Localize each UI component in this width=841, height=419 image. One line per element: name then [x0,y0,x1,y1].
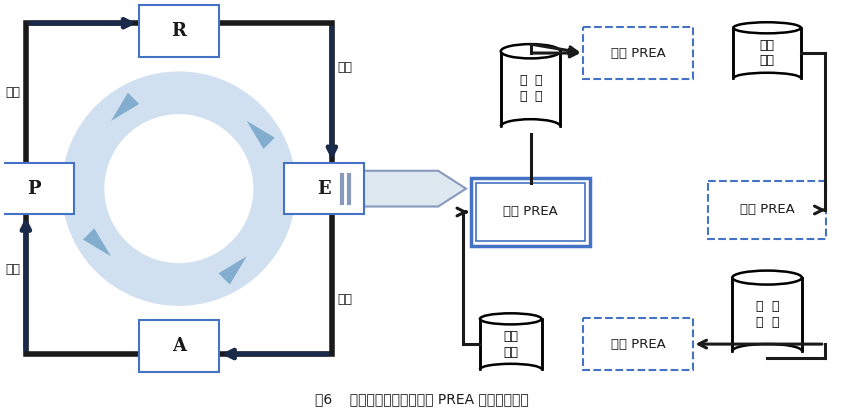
FancyArrow shape [349,171,466,207]
Text: 数: 数 [519,74,526,87]
Text: 据: 据 [535,74,542,87]
Text: 动: 动 [771,316,779,329]
Text: 驱: 驱 [519,90,526,103]
Text: 图6    体系层指挥控制的平行 PREA 环数字四胞胎: 图6 体系层指挥控制的平行 PREA 环数字四胞胎 [315,392,529,406]
FancyBboxPatch shape [480,319,542,370]
Polygon shape [61,71,296,306]
Text: 准备: 准备 [338,62,353,75]
Text: R: R [172,22,187,40]
Ellipse shape [733,73,801,84]
Text: 动: 动 [535,90,542,103]
FancyBboxPatch shape [500,51,560,127]
Text: 描述 PREA: 描述 PREA [611,47,665,59]
Text: 策划: 策划 [5,86,20,99]
Text: 驱: 驱 [755,316,763,329]
FancyBboxPatch shape [584,27,692,79]
Text: 评估: 评估 [5,263,20,276]
Text: 引导 PREA: 引导 PREA [611,338,665,351]
FancyBboxPatch shape [708,181,826,239]
Text: 驱动: 驱动 [503,346,518,359]
Ellipse shape [733,22,801,34]
Ellipse shape [480,364,542,375]
FancyBboxPatch shape [471,178,590,246]
Text: P: P [27,180,40,198]
FancyBboxPatch shape [139,5,219,57]
FancyBboxPatch shape [476,183,585,241]
Text: 指令: 指令 [503,330,518,343]
Text: E: E [317,180,331,198]
Polygon shape [246,121,275,149]
Ellipse shape [480,313,542,324]
Ellipse shape [733,344,801,358]
FancyBboxPatch shape [584,318,692,370]
Polygon shape [219,256,246,285]
FancyBboxPatch shape [733,277,801,351]
FancyBboxPatch shape [284,163,363,215]
Text: 执行: 执行 [338,293,353,306]
Ellipse shape [733,271,801,285]
FancyBboxPatch shape [0,163,73,215]
FancyBboxPatch shape [733,28,801,78]
Text: 案: 案 [771,300,779,313]
Text: 事件: 事件 [759,39,775,52]
Text: 驱动: 驱动 [759,54,775,67]
Text: 实际 PREA: 实际 PREA [503,205,558,218]
Text: 方: 方 [755,300,763,313]
Text: A: A [172,337,186,355]
Polygon shape [83,228,111,256]
Ellipse shape [500,119,560,134]
Text: 预测 PREA: 预测 PREA [740,204,795,217]
Ellipse shape [500,44,560,58]
FancyBboxPatch shape [139,320,219,372]
Polygon shape [111,93,139,121]
